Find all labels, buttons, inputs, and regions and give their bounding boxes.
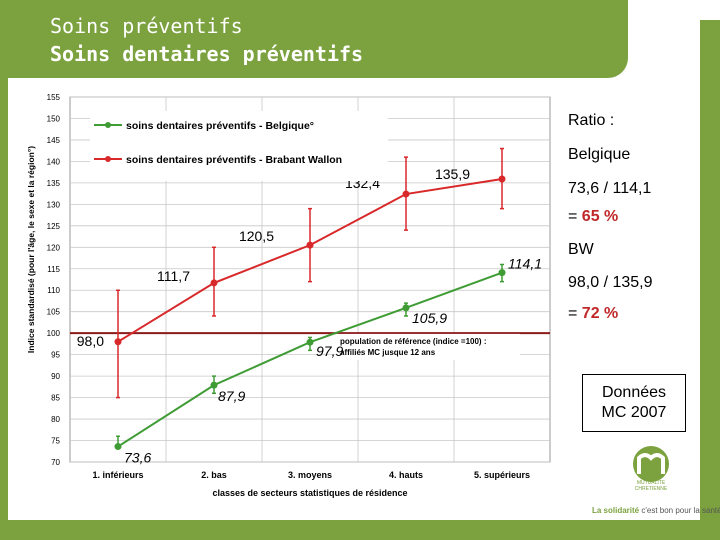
y-tick-label: 110 — [47, 286, 60, 295]
belgique-calc: 73,6 / 114,1 — [568, 180, 652, 197]
reference-layer: population de référence (indice =100) : a… — [70, 332, 550, 360]
y-tick-label: 120 — [47, 243, 61, 252]
y-tick-label: 155 — [47, 93, 61, 102]
title-bar: Soins préventifs Soins dentaires prévent… — [0, 0, 628, 78]
bw-label: BW — [568, 241, 594, 258]
bw-result: = 72 % — [568, 305, 618, 323]
mutualite-chretienne-logo-icon: MUTUALITE CHRETIENNE — [622, 444, 680, 492]
series-1: 73,6 87,9 97,9 105,9 114,1 — [114, 256, 542, 466]
belgique-eq: = — [568, 208, 582, 225]
footer-tagline: c'est bon pour la santé — [641, 506, 720, 515]
left-border — [0, 0, 8, 540]
belgique-pct: 65 % — [581, 208, 619, 225]
y-tick-label: 70 — [51, 458, 60, 467]
data-label: 97,9 — [316, 343, 343, 359]
note-line-2: MC 2007 — [601, 404, 667, 421]
slide-title: Soins préventifs — [50, 14, 243, 38]
y-tick-label: 90 — [51, 372, 60, 381]
x-tick-label: 4. hauts — [389, 470, 423, 480]
y-tick-label: 140 — [47, 157, 61, 166]
legend-swatch-marker — [105, 156, 111, 162]
data-label: 105,9 — [412, 310, 447, 326]
y-tick-label: 125 — [47, 222, 61, 231]
data-point — [114, 443, 122, 451]
x-tick-label: 1. inférieurs — [92, 470, 143, 480]
y-tick-label: 75 — [51, 437, 60, 446]
x-tick-label: 3. moyens — [288, 470, 332, 480]
chart-svg: population de référence (indice =100) : a… — [26, 93, 551, 498]
data-point — [306, 338, 314, 346]
note-line-1: Données — [601, 384, 667, 401]
footer-brand: La solidarité — [592, 506, 640, 515]
chart: population de référence (indice =100) : a… — [22, 87, 552, 502]
data-point — [306, 241, 314, 249]
data-point — [498, 269, 506, 277]
data-point — [402, 190, 410, 198]
legend-entry: soins dentaires préventifs - Brabant Wal… — [126, 154, 342, 166]
axis-layer: 70 75 80 85 90 95 100 105 110 115 120 125 130 135 140 1… — [26, 93, 530, 498]
data-point — [210, 381, 218, 389]
data-point — [402, 304, 410, 312]
x-tick-label: 5. supérieurs — [474, 470, 530, 480]
ratio-label: Ratio : — [568, 112, 615, 129]
data-source-note: Données MC 2007 — [582, 374, 686, 432]
belgique-label: Belgique — [568, 146, 631, 163]
logo-text-1: MUTUALITE — [637, 480, 666, 486]
y-tick-label: 80 — [51, 415, 60, 424]
legend-entry: soins dentaires préventifs - Belgique° — [126, 120, 314, 132]
y-tick-label: 135 — [47, 179, 61, 188]
bw-eq: = — [568, 305, 582, 322]
reference-label-box — [336, 333, 520, 360]
logo-text-2: CHRETIENNE — [635, 486, 668, 492]
bw-calc: 98,0 / 135,9 — [568, 274, 653, 291]
y-tick-label: 105 — [47, 308, 61, 317]
y-tick-label: 100 — [47, 329, 61, 338]
y-tick-label: 95 — [51, 351, 60, 360]
x-tick-label: 2. bas — [201, 470, 227, 480]
right-border — [700, 20, 720, 520]
y-tick-label: 145 — [47, 136, 61, 145]
legend-swatch-marker — [105, 122, 111, 128]
data-label: 120,5 — [239, 228, 274, 244]
data-label: 98,0 — [77, 333, 104, 349]
belgique-result: = 65 % — [568, 208, 618, 226]
data-point — [114, 338, 122, 346]
footer: La solidarité c'est bon pour la santé — [592, 506, 720, 515]
data-label: 135,9 — [435, 166, 470, 182]
y-axis-title: Indice standardisé (pour l'âge, le sexe … — [26, 146, 36, 353]
reference-label-1: population de référence (indice =100) : — [340, 337, 486, 346]
x-axis-title: classes de secteurs statistiques de rési… — [212, 488, 407, 498]
y-tick-label: 115 — [47, 265, 60, 274]
data-point — [210, 279, 218, 287]
slide-subtitle: Soins dentaires préventifs — [50, 42, 364, 66]
bw-pct: 72 % — [581, 305, 619, 322]
data-label: 73,6 — [124, 450, 151, 466]
y-tick-label: 130 — [47, 200, 61, 209]
y-tick-label: 150 — [47, 114, 61, 123]
reference-label-2: affiliés MC jusque 12 ans — [340, 348, 436, 357]
y-tick-label: 85 — [51, 394, 60, 403]
legend-layer: soins dentaires préventifs - Belgique° so… — [90, 111, 388, 181]
legend-box — [90, 111, 388, 181]
data-label: 114,1 — [508, 256, 542, 272]
data-label: 87,9 — [218, 388, 245, 404]
data-label: 111,7 — [157, 268, 190, 284]
bottom-border — [0, 520, 720, 540]
data-point — [498, 175, 506, 183]
